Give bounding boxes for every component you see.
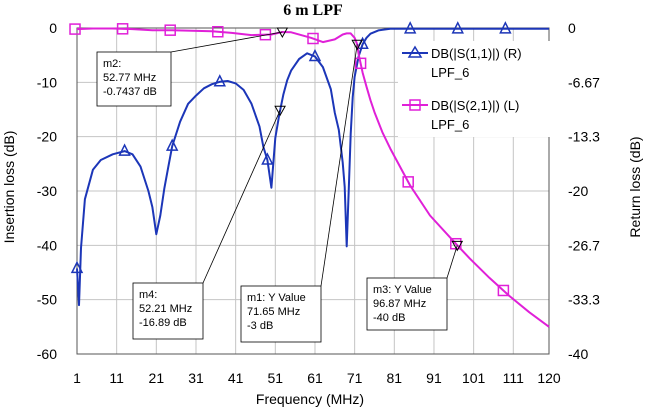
x-tick-label: 91 [426,370,442,386]
s11-data-marker [403,21,417,34]
s11-data-marker [261,152,274,165]
chart-title: 6 m LPF [283,2,343,19]
s21-series-line [76,27,550,328]
legend-box [398,41,551,137]
marker-label-line: m2: [103,58,121,70]
x-tick-label: 101 [462,370,486,386]
marker-label-line: m3: Y Value [373,284,432,296]
marker-point-icon [276,27,289,39]
s21-data-marker [116,23,129,35]
marker-label-line: -3 dB [247,320,273,332]
y-left-tick-label: -30 [37,183,57,199]
y-right-tick-label: -20 [568,183,588,199]
x-tick-label: 11 [109,370,124,386]
legend-s11-sublabel: LPF_6 [431,65,469,80]
s11-data-marker [165,138,179,151]
marker-label-line: 71.65 MHz [247,306,300,318]
legend-s21-label: DB(|S(2,1)|) (L) [431,98,519,113]
y-left-tick-label: -10 [37,74,57,90]
y-right-tick-label: -6.67 [568,74,600,90]
legend: DB(|S(1,1)|) (R) LPF_6 DB(|S(2,1)|) (L) … [398,41,551,137]
s21-data-marker [497,284,510,297]
y-left-tick-label: -50 [37,292,57,308]
y-left-tick-label: -40 [37,237,57,253]
s11-data-marker [451,21,464,34]
plot-frame [76,27,550,355]
y-left-tick-label: 0 [49,20,57,36]
marker-leader-line [446,245,458,279]
marker-label-line: -16.89 dB [139,317,187,329]
marker-label-line: m1: Y Value [247,292,306,304]
s11-data-marker [308,48,322,62]
marker-m2: m2: 52.77 MHz -0.7437 dB [96,27,289,107]
marker-box [132,282,204,340]
marker-box [366,277,448,331]
s11-data-marker [70,260,84,274]
legend-triangle-icon [407,45,423,58]
s21-data-marker [402,176,414,188]
s21-data-marker [212,25,224,38]
s21-data-marker [307,32,319,45]
x-tick-label: 120 [537,370,561,386]
series-layer [69,21,550,328]
x-tick-label: 61 [307,370,323,386]
marker-label-line: m4: [139,289,157,301]
y-right-tick-label: 0 [568,20,576,36]
y-right-tick-labels: 0 -6.67 -13.3 -20 -26.7 -33.3 -40 [568,20,600,362]
s21-data-marker [164,24,176,36]
marker-point-icon [274,105,286,117]
x-tick-label: 111 [503,370,524,386]
y-left-tick-label: -60 [37,346,57,362]
y-right-tick-label: -13.3 [568,128,600,144]
y-right-axis-label: Return loss (dB) [627,136,643,237]
y-right-tick-label: -26.7 [568,238,600,254]
marker-label-line: 96.87 MHz [373,298,426,310]
y-left-axis-label: Insertion loss (dB) [1,131,17,244]
marker-label-line: 52.21 MHz [139,303,192,315]
marker-label-line: 52.77 MHz [103,72,156,84]
marker-box [240,285,322,343]
legend-square-icon [409,99,421,111]
s11-data-marker [499,21,512,34]
marker-label-line: -0.7437 dB [103,86,157,98]
x-tick-labels: 1 11 21 31 41 51 61 71 81 91 101 111 120 [73,370,561,386]
x-tick-label: 1 [73,370,81,386]
legend-s11-label: DB(|S(1,1)|) (R) [431,46,522,61]
x-tick-label: 31 [188,370,204,386]
marker-m3: m3: Y Value 96.87 MHz -40 dB [366,240,464,331]
y-right-tick-label: -40 [568,346,588,362]
x-tick-label: 41 [228,370,244,386]
y-left-tick-label: -20 [37,129,57,145]
y-left-tick-labels: 0 -10 -20 -30 -40 -50 -60 [37,20,57,362]
marker-box [96,51,172,107]
x-axis-label: Frequency (MHz) [256,391,364,407]
s21-data-marker [259,28,272,41]
x-tick-label: 21 [149,370,165,386]
s11-data-marker [213,74,227,87]
marker-point-icon [451,240,464,252]
x-tick-label: 81 [387,370,403,386]
s21-data-marker [354,57,367,70]
y-right-tick-label: -33.3 [568,291,600,307]
marker-layer: m1: Y Value 71.65 MHz -3 dB m2: 52.77 MHz -0.… [96,27,464,343]
s21-data-marker [69,23,81,35]
x-tick-label: 71 [347,370,363,386]
marker-m4: m4: 52.21 MHz -16.89 dB [132,105,286,340]
marker-leader-line [170,31,283,53]
x-tick-label: 51 [268,370,284,386]
marker-point-icon [351,39,364,51]
s11-data-marker [118,143,131,156]
marker-label-line: -40 dB [373,312,405,324]
marker-leader-line [202,110,281,284]
legend-s21-sublabel: LPF_6 [431,117,469,132]
marker-m1: m1: Y Value 71.65 MHz -3 dB [240,39,364,343]
marker-leader-line [320,44,358,287]
